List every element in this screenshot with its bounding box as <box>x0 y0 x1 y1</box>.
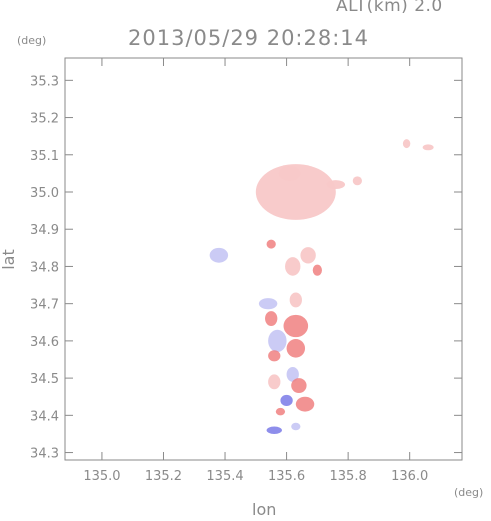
echo-region-15 <box>268 329 287 353</box>
echo-region-17 <box>268 350 281 362</box>
y-tick-label-8: 35.1 <box>30 149 59 164</box>
x-axis-label: lon <box>252 500 277 519</box>
echo-region-7 <box>266 239 276 249</box>
y-tick-label-3: 34.6 <box>30 335 59 350</box>
x-ticks: 135.0 135.2 135.4 135.6 135.8 136.0 <box>83 58 428 484</box>
x-tick-label-2: 135.4 <box>206 469 243 484</box>
echo-region-23 <box>275 407 286 416</box>
y-tick-label-10: 35.3 <box>30 74 59 89</box>
altitude-label: ALT(km) 2.0 <box>336 0 443 16</box>
echo-region-24 <box>266 426 282 434</box>
echo-regions <box>209 139 434 434</box>
y-tick-label-7: 35.0 <box>30 186 59 201</box>
echo-region-1 <box>278 165 301 181</box>
y-ticks: 34.3 34.4 34.5 34.6 34.7 34.8 34.9 35.0 35.1 35.2… <box>30 74 462 462</box>
echo-region-25 <box>291 422 301 431</box>
echo-region-8 <box>300 247 316 264</box>
y-tick-label-0: 34.3 <box>30 447 59 462</box>
plot-frame <box>64 57 463 461</box>
x-tick-label-5: 136.0 <box>391 469 428 484</box>
echo-region-2 <box>326 180 346 190</box>
y-tick-label-6: 34.9 <box>30 223 59 238</box>
echo-region-6 <box>209 247 229 263</box>
datetime-title: 2013/05/29 20:28:14 <box>128 26 370 50</box>
x-tick-label-1: 135.2 <box>145 469 182 484</box>
echo-region-3 <box>352 176 362 186</box>
echo-region-14 <box>283 314 309 338</box>
echo-region-20 <box>291 378 307 393</box>
x-tick-label-0: 135.0 <box>83 469 120 484</box>
y-tick-label-5: 34.8 <box>30 260 59 275</box>
echo-region-12 <box>289 292 302 308</box>
echo-region-22 <box>295 396 315 412</box>
echo-region-18 <box>286 366 299 382</box>
y-tick-label-4: 34.7 <box>30 298 59 313</box>
x-axis-unit: (deg) <box>454 486 484 499</box>
echo-region-13 <box>265 311 278 326</box>
echo-region-0 <box>255 164 336 220</box>
x-tick-label-4: 135.8 <box>330 469 367 484</box>
x-tick-label-3: 135.6 <box>268 469 305 484</box>
echo-region-9 <box>285 257 301 276</box>
echo-region-5 <box>422 144 434 151</box>
echo-region-19 <box>268 374 281 390</box>
echo-region-21 <box>280 394 293 407</box>
echo-region-4 <box>402 139 411 149</box>
y-axis-unit: (deg) <box>17 34 47 47</box>
echo-region-16 <box>286 339 306 358</box>
y-tick-label-1: 34.4 <box>30 409 59 424</box>
echo-region-11 <box>258 298 278 310</box>
echo-region-10 <box>312 264 322 276</box>
y-tick-label-9: 35.2 <box>30 112 59 127</box>
y-tick-label-2: 34.5 <box>30 372 59 387</box>
